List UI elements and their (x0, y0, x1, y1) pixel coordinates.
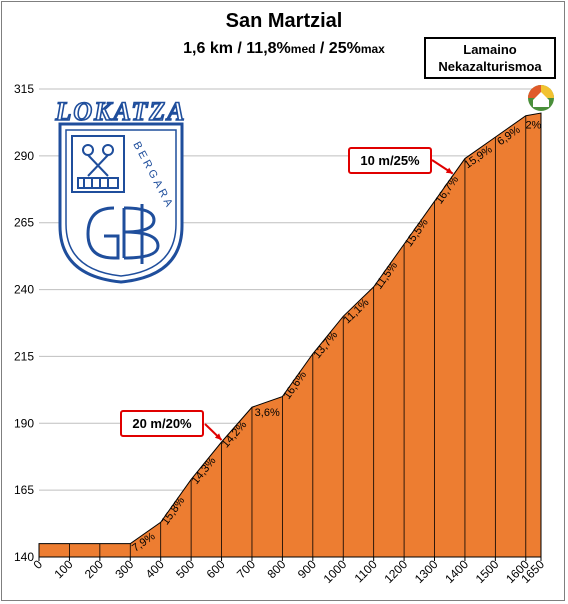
y-tick-label: 290 (14, 149, 34, 163)
callout-10m: 10 m/25% (348, 147, 432, 174)
y-tick-label: 140 (14, 550, 34, 564)
x-tick-label: 900 (295, 557, 319, 581)
y-tick-label: 190 (14, 416, 34, 430)
x-tick-label: 1300 (412, 557, 441, 586)
y-tick-label: 265 (14, 216, 34, 230)
x-tick-label: 0 (30, 557, 45, 572)
x-tick-label: 500 (173, 557, 197, 581)
keys-emblem-icon (77, 144, 119, 189)
brand-line-1: Lamaino (463, 42, 517, 57)
x-tick-label: 400 (143, 557, 167, 581)
subtitle-med: med (290, 42, 316, 56)
x-tick-label: 1200 (381, 557, 410, 586)
x-tick-label: 700 (234, 557, 258, 581)
subtitle-main: 1,6 km / 11,8% (183, 40, 291, 57)
subtitle-sep: / 25% (315, 40, 361, 57)
callout-arrow-head (214, 433, 222, 441)
profile-area (38, 112, 542, 558)
y-tick-label: 215 (14, 349, 34, 363)
chart-title: San Martzial (225, 10, 343, 32)
x-tick-label: 1400 (442, 557, 471, 586)
callout-arrow-head (445, 167, 453, 174)
lokatza-shield-logo (58, 122, 184, 284)
gb-monogram-icon (86, 204, 160, 264)
y-tick-label: 165 (14, 483, 34, 497)
profile-fill (38, 112, 542, 558)
lamaino-brand-box: Lamaino Nekazalturismoa (424, 37, 556, 79)
subtitle-max: max (360, 42, 385, 56)
grade-label: 3,6% (255, 407, 280, 419)
x-tick-label: 1500 (473, 557, 502, 586)
x-tick-label: 300 (112, 557, 136, 581)
logo-text-lokatza: LOKATZA (54, 97, 186, 126)
x-tick-label: 1100 (352, 557, 380, 585)
callout-20m: 20 m/20% (120, 410, 204, 437)
x-tick-label: 800 (264, 557, 288, 581)
lamaino-house-icon (528, 85, 554, 111)
y-tick-label: 240 (14, 283, 34, 297)
grade-label: 2% (525, 119, 541, 131)
x-tick-label: 1000 (321, 557, 350, 586)
x-tick-label: 200 (82, 557, 106, 581)
chart-subtitle: 1,6 km / 11,8%med / 25%max (0, 40, 568, 58)
x-tick-label: 100 (51, 557, 75, 581)
brand-line-2: Nekazalturismoa (438, 59, 542, 74)
callout-arrows (204, 159, 454, 441)
y-tick-label: 315 (14, 82, 34, 96)
x-tick-label: 600 (204, 557, 228, 581)
